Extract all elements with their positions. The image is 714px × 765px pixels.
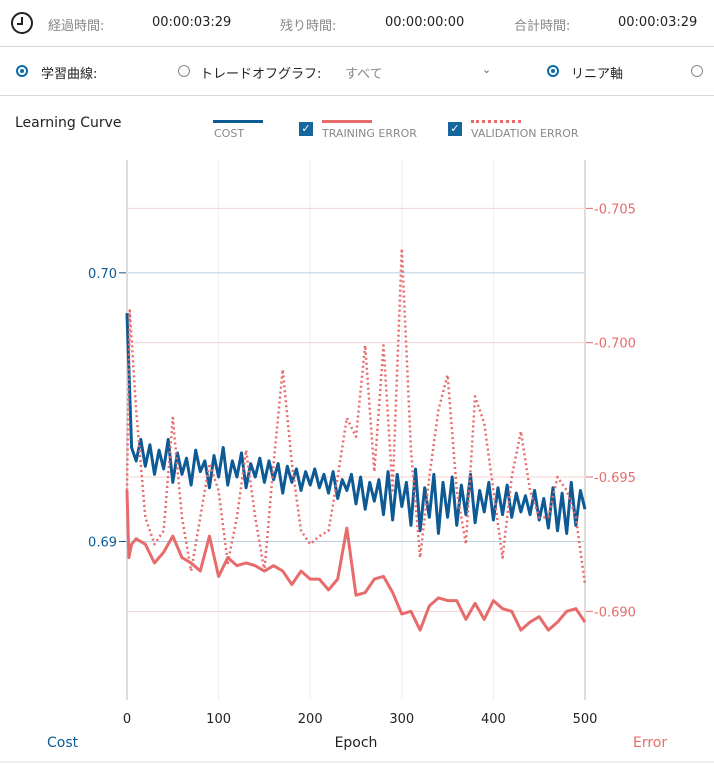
options-bar: 学習曲線: トレードオフグラフ: すべて ⌄ リニア軸: [0, 47, 714, 96]
validation-legend-line: [471, 120, 521, 123]
x-tick-label: 500: [573, 712, 598, 727]
right-axis-label: Error: [633, 735, 667, 751]
validation-legend-label: VALIDATION ERROR: [471, 127, 579, 140]
cost-legend-line: [213, 120, 263, 123]
right-tick-label: -0.690: [594, 605, 636, 620]
elapsed-label: 経過時間:: [48, 19, 105, 34]
log-axis-radio[interactable]: [691, 65, 703, 77]
remaining-label: 残り時間:: [280, 19, 337, 34]
right-tick-label: -0.695: [594, 471, 636, 486]
elapsed-value: 00:00:03:29: [152, 15, 232, 30]
chart-legend: Learning Curve COST ✓ TRAINING ERROR ✓ V…: [0, 110, 714, 150]
timer-bar: 経過時間: 00:00:03:29 残り時間: 00:00:00:00 合計時間…: [0, 0, 714, 47]
chevron-down-icon[interactable]: ⌄: [482, 63, 492, 76]
chart-title: Learning Curve: [15, 115, 122, 131]
left-axis-label: Cost: [47, 735, 79, 751]
training-error-checkbox[interactable]: ✓: [299, 122, 313, 136]
x-tick-label: 200: [298, 712, 323, 727]
right-tick-label: -0.700: [594, 337, 636, 352]
linear-axis-radio[interactable]: [547, 65, 559, 77]
right-tick-label: -0.705: [594, 202, 636, 217]
training-legend-line: [322, 120, 372, 123]
training-legend-label: TRAINING ERROR: [322, 127, 417, 140]
training-error-line: [125, 490, 587, 632]
learning-curve-label[interactable]: 学習曲線:: [41, 67, 98, 82]
tradeoff-radio[interactable]: [178, 65, 190, 77]
left-tick-label: 0.70: [88, 267, 117, 282]
clock-icon: [11, 12, 33, 34]
total-label: 合計時間:: [514, 19, 571, 34]
x-tick-label: 0: [123, 712, 131, 727]
learning-curve-radio[interactable]: [16, 65, 28, 77]
x-tick-label: 300: [389, 712, 414, 727]
validation-error-checkbox[interactable]: ✓: [448, 122, 462, 136]
cost-line: [125, 313, 587, 535]
filter-dropdown[interactable]: すべて: [345, 67, 383, 82]
cost-legend-label: COST: [214, 127, 245, 140]
x-axis-label: Epoch: [335, 735, 378, 751]
total-value: 00:00:03:29: [618, 15, 698, 30]
linear-axis-label[interactable]: リニア軸: [571, 67, 624, 82]
tradeoff-label[interactable]: トレードオフグラフ:: [200, 67, 322, 82]
remaining-value: 00:00:00:00: [385, 15, 465, 30]
left-tick-label: 0.69: [88, 535, 117, 550]
x-tick-label: 400: [481, 712, 506, 727]
x-tick-label: 100: [206, 712, 231, 727]
validation-error-line: [125, 247, 587, 585]
